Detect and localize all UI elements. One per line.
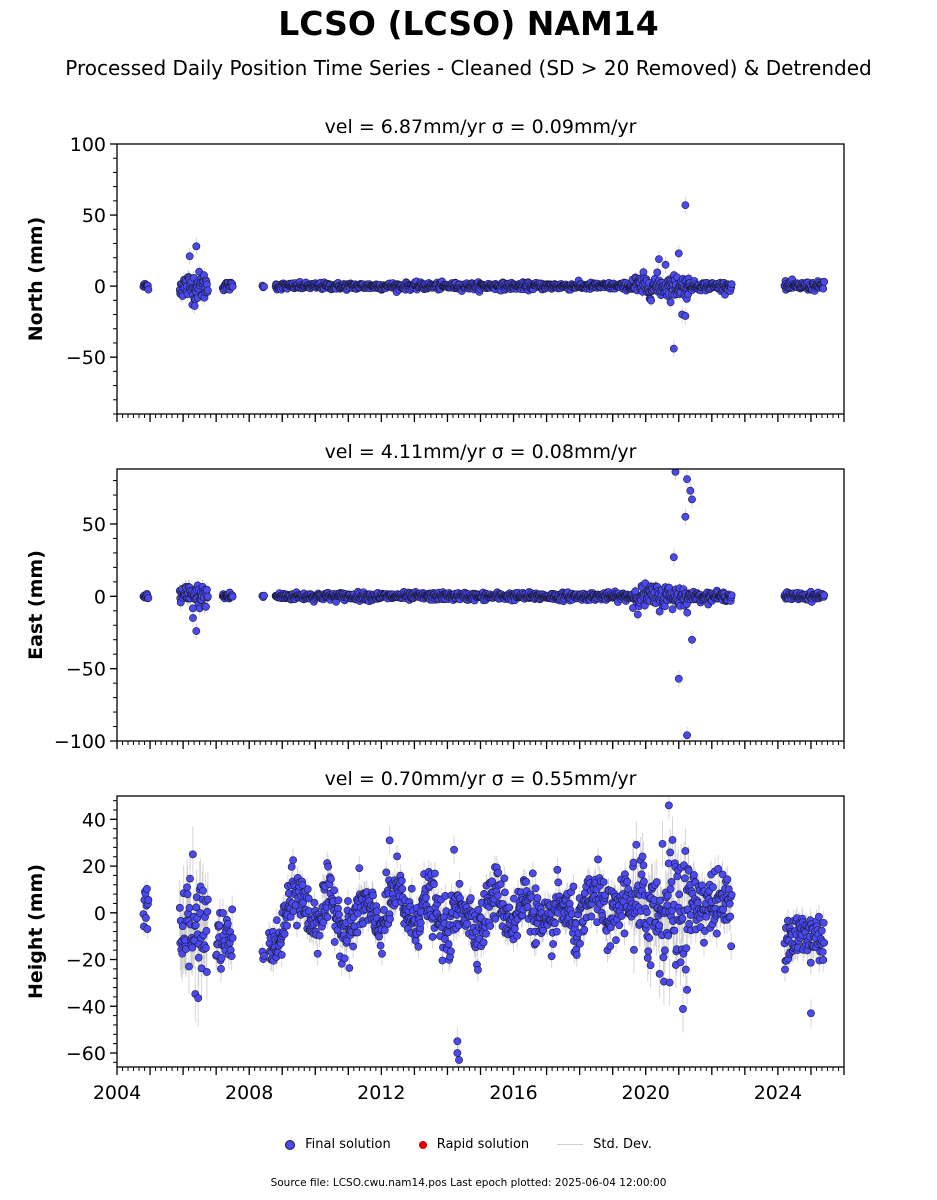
data-point: [683, 731, 691, 740]
y-tick-label: −50: [66, 347, 106, 369]
y-tick-label: 0: [94, 276, 106, 298]
data-point: [655, 607, 664, 616]
data-point: [820, 591, 829, 600]
data-point: [655, 255, 663, 264]
data-point: [681, 201, 690, 210]
data-point: [260, 282, 268, 291]
data-point: [260, 591, 268, 600]
data-point: [688, 635, 696, 644]
y-axis-label: North (mm): [25, 217, 47, 342]
data-point: [228, 592, 237, 601]
panel-title: vel = 6.87mm/yr σ = 0.09mm/yr: [325, 116, 637, 138]
chart-subtitle: Processed Daily Position Time Series - C…: [65, 56, 872, 80]
std-dev-bars: [142, 196, 825, 358]
data-point: [686, 486, 695, 495]
data-point: [192, 242, 201, 251]
y-tick-label: −50: [66, 659, 106, 681]
y-axis-label: East (mm): [25, 550, 47, 660]
data-point: [683, 475, 691, 484]
data-point: [674, 249, 683, 258]
data-point: [681, 512, 690, 521]
y-tick-label: 50: [82, 205, 106, 227]
data-point: [671, 469, 680, 476]
data-point: [185, 252, 194, 261]
data-point: [190, 302, 199, 310]
data-point: [144, 285, 153, 294]
data-point: [727, 591, 736, 600]
final-solution-points: [139, 201, 829, 353]
data-point: [653, 268, 662, 277]
data-point: [727, 280, 736, 289]
data-point: [228, 282, 237, 291]
data-point: [666, 298, 675, 307]
data-point: [661, 260, 670, 269]
chart-title: LCSO (LCSO) NAM14: [278, 4, 659, 43]
y-tick-label: 100: [70, 134, 106, 156]
data-point: [683, 608, 692, 617]
data-point: [669, 344, 678, 353]
y-tick-label: −100: [54, 731, 106, 753]
data-point: [819, 284, 828, 293]
data-point: [633, 610, 642, 619]
data-point: [192, 627, 201, 635]
panel-title: vel = 4.11mm/yr σ = 0.08mm/yr: [325, 441, 637, 463]
plot-frame: [116, 468, 845, 742]
data-point: [647, 296, 655, 305]
data-point: [189, 614, 197, 622]
data-point: [681, 312, 690, 320]
data-point: [674, 674, 683, 683]
data-point: [203, 585, 211, 594]
data-point: [203, 286, 212, 295]
data-point: [688, 495, 696, 504]
data-point: [820, 277, 829, 286]
data-point: [144, 594, 153, 602]
data-point: [202, 602, 210, 611]
final-solution-points: [139, 469, 829, 740]
data-point: [203, 592, 212, 601]
data-point: [668, 605, 677, 614]
data-point: [669, 553, 678, 562]
y-tick-label: 50: [82, 514, 106, 536]
y-tick-label: 0: [94, 586, 106, 608]
